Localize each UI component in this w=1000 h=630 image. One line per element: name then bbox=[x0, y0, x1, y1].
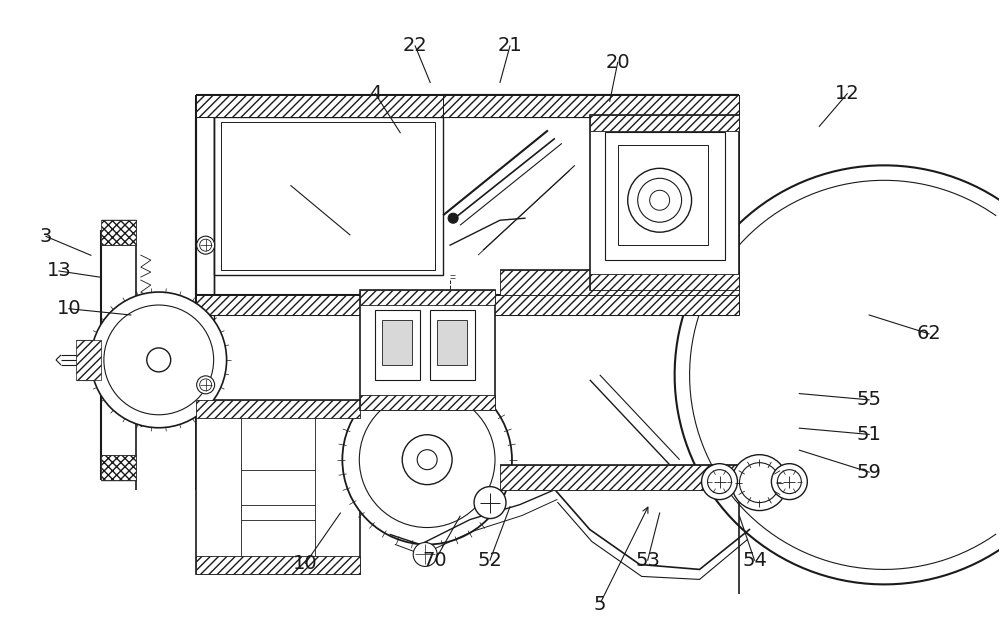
Bar bbox=[382, 320, 412, 365]
Text: 52: 52 bbox=[478, 551, 502, 570]
Circle shape bbox=[342, 375, 512, 544]
Circle shape bbox=[200, 379, 212, 391]
Bar bbox=[360, 290, 495, 305]
Text: 5: 5 bbox=[594, 595, 606, 614]
Text: 3: 3 bbox=[40, 227, 52, 246]
Bar bbox=[618, 146, 708, 245]
Text: 51: 51 bbox=[857, 425, 882, 444]
Text: 13: 13 bbox=[47, 261, 71, 280]
Text: 70: 70 bbox=[423, 551, 447, 570]
Circle shape bbox=[104, 305, 214, 415]
Circle shape bbox=[628, 168, 692, 232]
Text: 53: 53 bbox=[635, 551, 660, 570]
Text: 62: 62 bbox=[917, 324, 941, 343]
Circle shape bbox=[771, 464, 807, 500]
Bar bbox=[196, 295, 739, 315]
Bar bbox=[430, 310, 475, 380]
Bar bbox=[375, 310, 420, 380]
Circle shape bbox=[731, 455, 787, 510]
Text: 10: 10 bbox=[57, 299, 81, 318]
Circle shape bbox=[708, 469, 731, 494]
Circle shape bbox=[91, 292, 227, 428]
Circle shape bbox=[650, 190, 670, 210]
Circle shape bbox=[402, 435, 452, 484]
Circle shape bbox=[448, 213, 458, 223]
Text: 10: 10 bbox=[293, 554, 318, 573]
Bar bbox=[500, 465, 739, 490]
Bar bbox=[443, 96, 739, 117]
Circle shape bbox=[197, 236, 215, 254]
Bar bbox=[590, 274, 739, 290]
Text: 55: 55 bbox=[857, 391, 882, 410]
Circle shape bbox=[197, 376, 215, 394]
Circle shape bbox=[200, 239, 212, 251]
Bar bbox=[360, 395, 495, 410]
Circle shape bbox=[474, 486, 506, 518]
Circle shape bbox=[702, 464, 737, 500]
Circle shape bbox=[638, 178, 682, 222]
Text: 12: 12 bbox=[835, 84, 860, 103]
Circle shape bbox=[413, 542, 437, 566]
Circle shape bbox=[417, 450, 437, 469]
Text: 22: 22 bbox=[403, 37, 428, 55]
Bar bbox=[360, 290, 495, 410]
Bar bbox=[196, 96, 739, 117]
Text: 54: 54 bbox=[742, 551, 767, 570]
Text: 59: 59 bbox=[857, 462, 882, 482]
Bar bbox=[196, 556, 360, 575]
Circle shape bbox=[147, 348, 171, 372]
Bar bbox=[196, 400, 360, 575]
Circle shape bbox=[359, 392, 495, 527]
Bar bbox=[196, 400, 360, 418]
Bar bbox=[437, 320, 467, 365]
Bar bbox=[500, 270, 739, 295]
Bar bbox=[443, 96, 739, 117]
Bar bbox=[590, 115, 739, 290]
Bar bbox=[214, 117, 443, 275]
Bar bbox=[605, 132, 725, 260]
Bar bbox=[76, 340, 101, 380]
Bar bbox=[221, 122, 435, 270]
Bar bbox=[590, 115, 739, 132]
Text: 21: 21 bbox=[498, 37, 522, 55]
Text: 20: 20 bbox=[605, 53, 630, 72]
Bar bbox=[101, 220, 136, 245]
Circle shape bbox=[777, 469, 801, 494]
Text: 4: 4 bbox=[369, 84, 381, 103]
Circle shape bbox=[739, 462, 779, 503]
Bar bbox=[101, 455, 136, 479]
